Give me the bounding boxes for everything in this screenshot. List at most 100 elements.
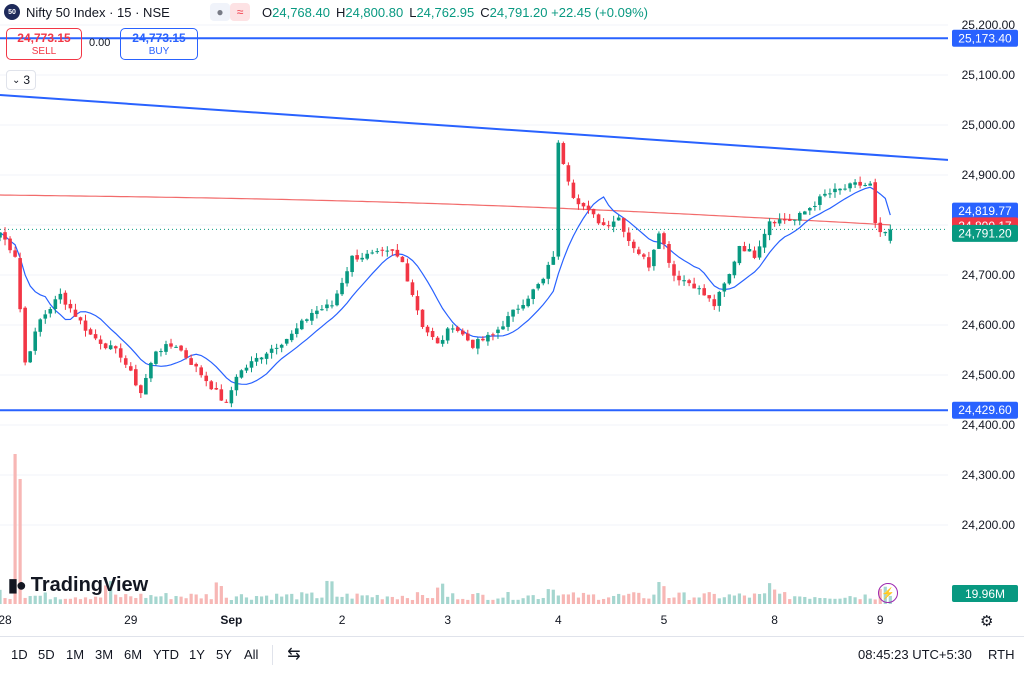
candle-body	[310, 312, 314, 321]
volume-bar	[154, 596, 158, 604]
close-key: C	[480, 4, 490, 20]
volume-bar	[858, 599, 862, 604]
candle-body	[435, 337, 440, 344]
candle-body	[390, 249, 395, 251]
wave-icon[interactable]: ≈	[230, 3, 250, 21]
volume-bar	[239, 594, 244, 604]
volume-bar	[541, 597, 545, 604]
candle-body	[838, 188, 842, 191]
price-axis	[948, 0, 1024, 636]
candle-body	[591, 208, 596, 215]
symbol-title[interactable]: Nifty 50 Index · 15 · NSE	[26, 4, 170, 20]
volume-bar	[813, 597, 817, 604]
candle-body	[631, 241, 636, 249]
volume-bar	[310, 592, 314, 604]
buy-button[interactable]: 24,773.15 BUY	[120, 28, 198, 60]
volume-bar	[581, 592, 586, 604]
volume-bar	[667, 598, 671, 604]
candle-body	[843, 188, 847, 190]
indicators-toggle-button[interactable]: ⌄ 3	[6, 70, 36, 90]
timeframe-all[interactable]: All	[244, 647, 259, 662]
spread-value: 0.00	[89, 37, 111, 49]
volume-bar	[270, 599, 274, 604]
volume-bar	[23, 597, 27, 604]
candle-body	[672, 264, 676, 276]
volume-tag-bg	[952, 585, 1018, 602]
candle-body	[486, 334, 490, 342]
timeframe-5d[interactable]: 5D	[38, 647, 55, 662]
candle-body	[853, 182, 857, 185]
chart-canvas[interactable]: 28 29 Sep 2 3 4 5 8 9 25,200.00 25,100.00 25,000.00…	[0, 0, 1024, 636]
volume-bar	[194, 594, 198, 604]
volume-bar	[596, 599, 601, 604]
circle-icon[interactable]: ●	[210, 3, 230, 21]
clock[interactable]: 08:45:23 UTC+5:30	[858, 647, 972, 662]
timeframe-1m[interactable]: 1M	[66, 647, 85, 662]
gear-icon[interactable]: ⚙	[980, 613, 994, 630]
candle-body	[264, 353, 269, 359]
candle-body	[169, 343, 173, 347]
volume-bar	[285, 594, 289, 604]
tradingview-logo[interactable]: ▮● TradingView	[8, 574, 148, 597]
candle-body	[637, 249, 641, 254]
volume-bar	[476, 593, 480, 604]
candle-body	[118, 348, 123, 358]
volume-bar	[818, 597, 822, 604]
volume-bar	[707, 592, 711, 604]
low-key: L	[409, 4, 417, 20]
candle-body	[511, 309, 515, 317]
flash-icon[interactable]: ⚡	[878, 583, 898, 603]
candle-body	[833, 188, 837, 193]
timeframe-1d[interactable]: 1D	[11, 647, 28, 662]
session-toggle[interactable]: RTH	[988, 647, 1015, 662]
last-price-tag-bg	[952, 224, 1018, 242]
x-tick-label: 28	[0, 613, 12, 627]
timeframe-1y[interactable]: 1Y	[189, 647, 205, 662]
volume-bar	[632, 592, 636, 604]
candle-body	[742, 246, 747, 252]
volume-bar	[149, 595, 153, 604]
candle-body	[697, 288, 701, 290]
volume-bar	[400, 595, 404, 604]
timeframe-5y[interactable]: 5Y	[216, 647, 232, 662]
volume-bar	[546, 589, 550, 604]
volume-bar	[496, 598, 500, 604]
volume-bar	[793, 596, 797, 604]
candle-body	[365, 253, 369, 259]
candle-body	[239, 370, 244, 378]
line-price-tag-bg	[952, 401, 1018, 419]
timeframe-ytd[interactable]: YTD	[153, 647, 179, 662]
candle-body	[727, 274, 732, 284]
timeframe-6m[interactable]: 6M	[124, 647, 143, 662]
compare-range-icon[interactable]: ⇆	[287, 646, 301, 663]
candle-body	[159, 351, 163, 353]
last-price-tag: 24,791.20	[958, 226, 1012, 240]
volume-bar	[441, 583, 445, 604]
x-tick-label: Sep	[220, 613, 242, 627]
volume-bar	[199, 598, 203, 604]
volume-bar	[355, 593, 359, 604]
symbol-header[interactable]: 50 Nifty 50 Index · 15 · NSE	[4, 3, 170, 21]
volume-bar	[461, 598, 465, 604]
volume-bar	[642, 598, 646, 604]
volume-bar	[380, 599, 384, 604]
volume-bar	[259, 596, 264, 604]
volume-bar	[179, 596, 183, 604]
candle-body	[174, 346, 178, 348]
sell-button[interactable]: 24,773.15 SELL	[6, 28, 82, 60]
candle-body	[752, 250, 757, 258]
bottom-toolbar: 1D 5D 1M 3M 6M YTD 1Y 5Y All ⇆ 08:45:23 …	[0, 636, 1024, 675]
timeframe-3m[interactable]: 3M	[95, 647, 114, 662]
candle-body	[23, 307, 27, 363]
candle-body	[747, 248, 752, 252]
volume-bar	[868, 598, 872, 604]
volume-bar	[833, 598, 837, 604]
candle-body	[320, 309, 324, 311]
volume-bar	[516, 599, 520, 604]
candle-body	[73, 309, 78, 317]
y-tick-label: 25,000.00	[962, 118, 1016, 132]
candle-body	[244, 367, 249, 371]
candle-body	[3, 232, 7, 240]
volume-bar	[591, 594, 596, 604]
candle-body	[108, 345, 113, 350]
